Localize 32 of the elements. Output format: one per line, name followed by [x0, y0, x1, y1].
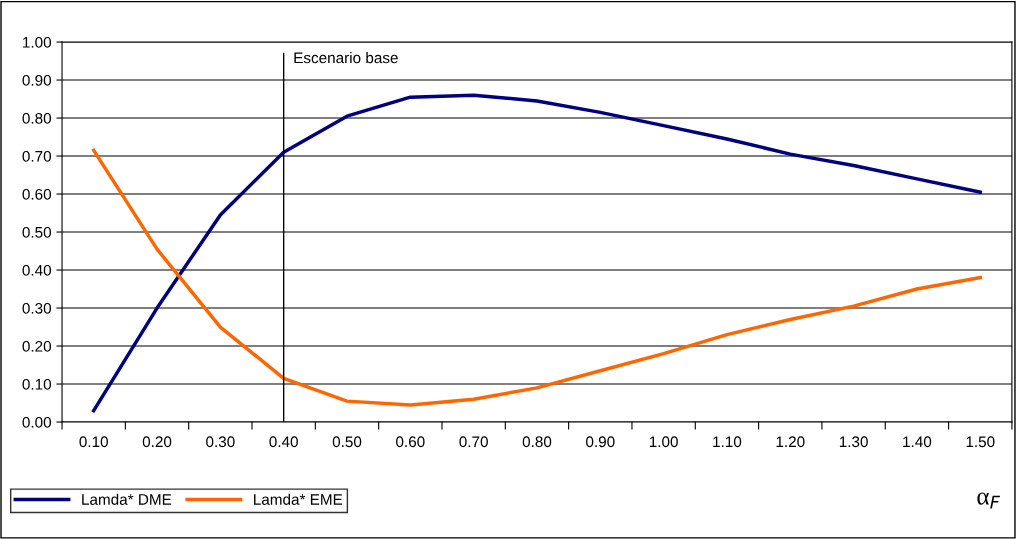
x-tick-label: 0.10 [79, 436, 108, 448]
x-tick-label: 0.60 [396, 436, 425, 448]
x-tick-label: 0.30 [206, 436, 235, 448]
y-tick-label: 0.80 [22, 112, 52, 124]
y-tick-label: 0.60 [22, 188, 52, 200]
x-tick-label: 0.50 [332, 436, 362, 448]
y-tick-label: 0.50 [22, 226, 52, 238]
y-tick-label: 0.20 [22, 340, 52, 352]
x-tick-label: 0.40 [269, 436, 298, 448]
line-series [91, 148, 982, 407]
x-tick-label: 0.70 [459, 436, 488, 448]
y-tick-label: 0.40 [22, 264, 52, 276]
x-axis-title: α$_{F}$ [977, 492, 1001, 509]
x-tick-label: 1.50 [966, 436, 995, 448]
y-tick-label: 0.70 [22, 150, 52, 162]
x-tick-label: 1.40 [903, 436, 932, 448]
y-tick-label: 0.10 [22, 378, 52, 390]
y-tick-label: 0.90 [22, 74, 52, 86]
x-tick-label: 1.00 [649, 436, 678, 448]
y-tick-label: 1.00 [23, 36, 52, 48]
x-tick-label: 0.20 [142, 436, 172, 448]
x-tick-label: 1.30 [839, 436, 868, 448]
x-tick-label: 0.80 [522, 436, 552, 448]
x-tick-label: 1.20 [776, 436, 805, 448]
line-series [91, 93, 982, 413]
ref-line-label: Escenario base [294, 52, 398, 64]
legend-label: Lamda* EME [254, 493, 343, 505]
y-tick-label: 0.30 [22, 302, 52, 314]
y-tick-label: 0.00 [22, 416, 52, 428]
x-tick-label: 0.90 [586, 436, 615, 448]
x-tick-label: 1.10 [713, 436, 742, 448]
legend-label: Lamda* DME [82, 493, 172, 505]
